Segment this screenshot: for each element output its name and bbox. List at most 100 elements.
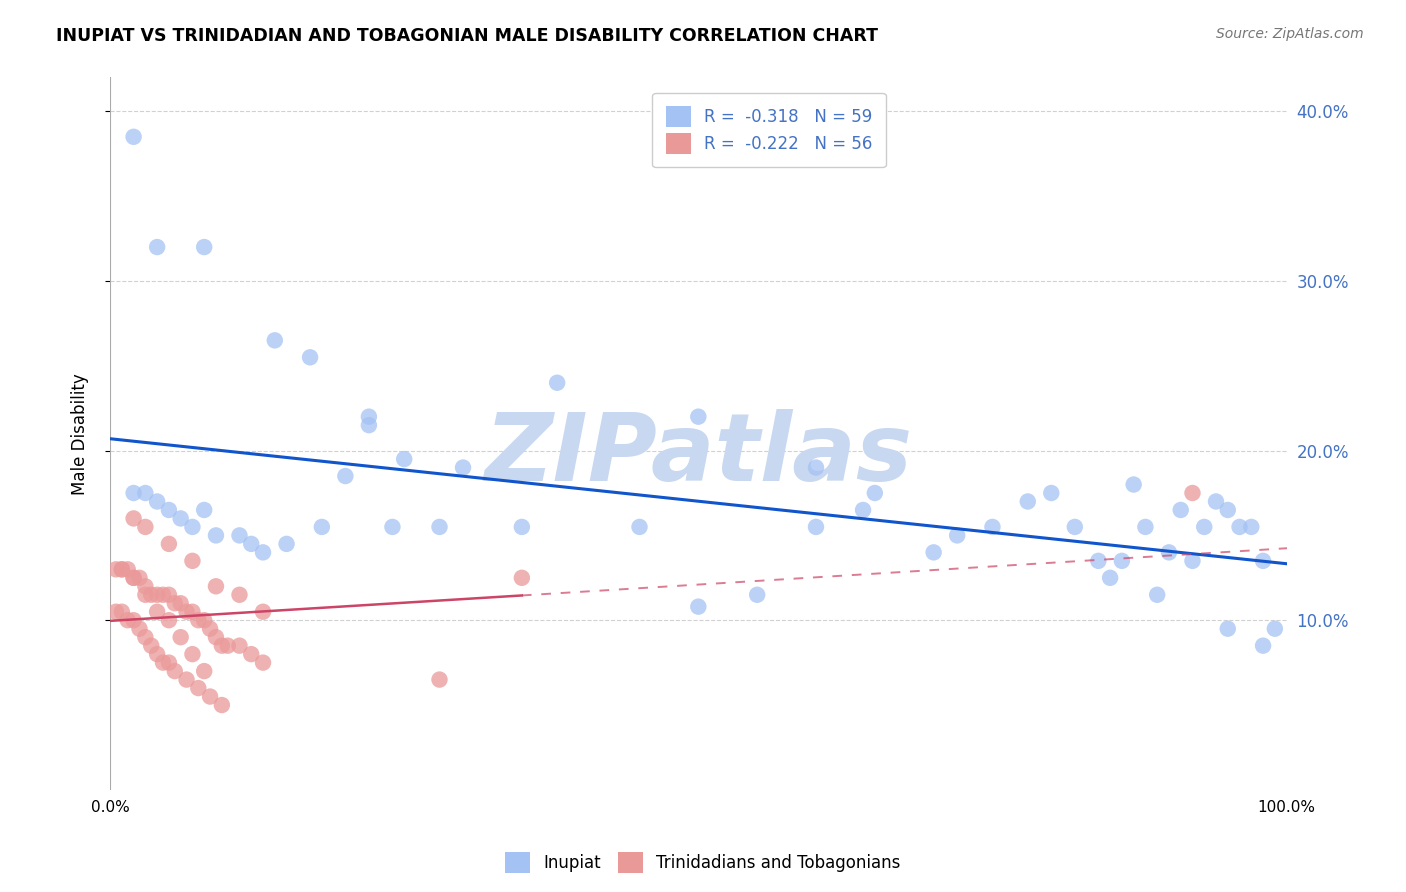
Legend: R =  -0.318   N = 59, R =  -0.222   N = 56: R = -0.318 N = 59, R = -0.222 N = 56: [652, 93, 886, 167]
Point: [122, 486, 145, 500]
Point: [176, 605, 198, 619]
Point: [981, 520, 1004, 534]
Point: [804, 460, 827, 475]
Point: [146, 240, 169, 254]
Point: [392, 452, 415, 467]
Point: [146, 605, 169, 619]
Point: [141, 639, 163, 653]
Point: [211, 639, 233, 653]
Point: [217, 639, 239, 653]
Point: [804, 520, 827, 534]
Point: [335, 469, 357, 483]
Point: [169, 596, 191, 610]
Point: [228, 588, 250, 602]
Point: [1251, 639, 1274, 653]
Point: [134, 588, 156, 602]
Point: [122, 511, 145, 525]
Point: [128, 571, 150, 585]
Point: [169, 511, 191, 525]
Point: [1063, 520, 1085, 534]
Text: Source: ZipAtlas.com: Source: ZipAtlas.com: [1216, 27, 1364, 41]
Point: [252, 605, 274, 619]
Point: [429, 520, 451, 534]
Point: [546, 376, 568, 390]
Point: [628, 520, 651, 534]
Legend: Inupiat, Trinidadians and Tobagonians: Inupiat, Trinidadians and Tobagonians: [499, 846, 907, 880]
Point: [1181, 486, 1204, 500]
Point: [228, 528, 250, 542]
Point: [187, 613, 209, 627]
Point: [128, 622, 150, 636]
Point: [122, 571, 145, 585]
Point: [1205, 494, 1227, 508]
Point: [922, 545, 945, 559]
Point: [1135, 520, 1157, 534]
Point: [429, 673, 451, 687]
Point: [252, 656, 274, 670]
Point: [357, 409, 380, 424]
Point: [311, 520, 333, 534]
Point: [181, 520, 204, 534]
Point: [198, 622, 221, 636]
Point: [205, 630, 228, 644]
Point: [193, 240, 215, 254]
Point: [104, 562, 127, 576]
Point: [111, 562, 134, 576]
Point: [111, 562, 134, 576]
Point: [276, 537, 298, 551]
Point: [299, 351, 322, 365]
Point: [1122, 477, 1144, 491]
Point: [141, 588, 163, 602]
Point: [152, 588, 174, 602]
Point: [1181, 554, 1204, 568]
Point: [122, 571, 145, 585]
Point: [122, 613, 145, 627]
Y-axis label: Male Disability: Male Disability: [72, 373, 89, 494]
Point: [163, 664, 186, 678]
Point: [1146, 588, 1168, 602]
Point: [1216, 622, 1239, 636]
Point: [181, 554, 204, 568]
Point: [510, 571, 533, 585]
Point: [205, 579, 228, 593]
Point: [252, 545, 274, 559]
Point: [104, 605, 127, 619]
Point: [193, 613, 215, 627]
Point: [863, 486, 886, 500]
Point: [205, 528, 228, 542]
Point: [747, 588, 769, 602]
Point: [176, 673, 198, 687]
Point: [117, 562, 139, 576]
Point: [122, 129, 145, 144]
Point: [211, 698, 233, 712]
Point: [157, 613, 180, 627]
Point: [111, 605, 134, 619]
Point: [357, 418, 380, 433]
Point: [451, 460, 474, 475]
Point: [688, 599, 710, 614]
Point: [157, 537, 180, 551]
Point: [134, 630, 156, 644]
Point: [1017, 494, 1039, 508]
Point: [117, 613, 139, 627]
Point: [157, 588, 180, 602]
Point: [240, 537, 263, 551]
Point: [146, 494, 169, 508]
Point: [163, 596, 186, 610]
Text: ZIPatlas: ZIPatlas: [484, 409, 912, 501]
Point: [181, 605, 204, 619]
Point: [240, 647, 263, 661]
Text: INUPIAT VS TRINIDADIAN AND TOBAGONIAN MALE DISABILITY CORRELATION CHART: INUPIAT VS TRINIDADIAN AND TOBAGONIAN MA…: [56, 27, 879, 45]
Point: [1251, 554, 1274, 568]
Point: [1170, 503, 1192, 517]
Point: [1194, 520, 1216, 534]
Point: [263, 334, 285, 348]
Point: [146, 588, 169, 602]
Point: [193, 503, 215, 517]
Point: [181, 647, 204, 661]
Point: [1040, 486, 1063, 500]
Point: [134, 520, 156, 534]
Point: [1216, 503, 1239, 517]
Point: [134, 579, 156, 593]
Point: [157, 656, 180, 670]
